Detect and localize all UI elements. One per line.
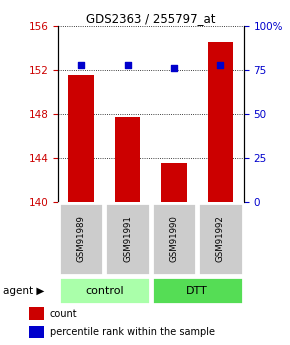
Bar	[198, 203, 243, 275]
Bar	[29, 307, 44, 320]
Point	[125, 62, 130, 67]
Text: percentile rank within the sample: percentile rank within the sample	[50, 327, 215, 337]
Bar	[29, 326, 44, 338]
Text: count: count	[50, 309, 77, 318]
Bar	[152, 277, 243, 304]
Text: agent ▶: agent ▶	[3, 286, 44, 296]
Bar	[105, 203, 150, 275]
Bar	[152, 203, 196, 275]
Bar	[68, 75, 94, 202]
Text: control: control	[85, 286, 124, 296]
Point	[79, 62, 84, 67]
Bar	[115, 117, 140, 202]
Text: GSM91989: GSM91989	[77, 216, 86, 262]
Bar	[59, 277, 150, 304]
Bar	[161, 163, 187, 202]
Point	[218, 62, 223, 67]
Text: GSM91992: GSM91992	[216, 216, 225, 262]
Text: GSM91990: GSM91990	[169, 216, 179, 262]
Bar	[208, 42, 233, 202]
Text: DTT: DTT	[186, 286, 208, 296]
Title: GDS2363 / 255797_at: GDS2363 / 255797_at	[86, 12, 215, 25]
Bar	[59, 203, 104, 275]
Text: GSM91991: GSM91991	[123, 216, 132, 262]
Point	[172, 65, 176, 71]
